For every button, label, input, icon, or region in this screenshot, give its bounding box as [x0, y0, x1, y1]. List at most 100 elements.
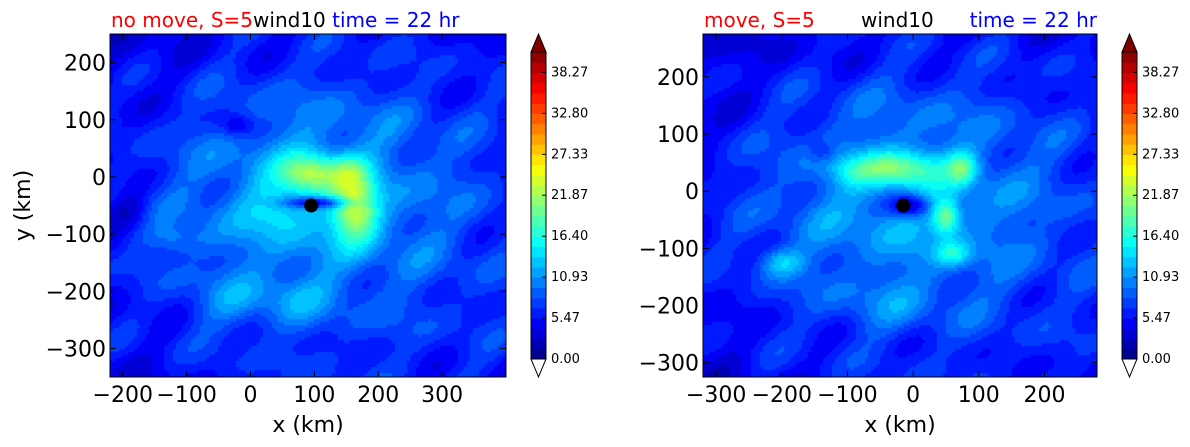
- colorbar-tick-label: 32.80: [1142, 106, 1179, 121]
- colorbar-level: [531, 256, 546, 268]
- colorbar-extend-max: [1121, 32, 1138, 53]
- colorbar-tick-label: 38.27: [551, 65, 588, 80]
- colorbar-level: [531, 72, 546, 84]
- title-variable: wind10: [861, 8, 934, 32]
- colorbar-level: [531, 277, 546, 288]
- x-tick-label: 0: [906, 383, 920, 408]
- colorbar-level: [531, 287, 546, 299]
- colorbar-level: [1122, 297, 1137, 309]
- colorbar-extend-min: [530, 358, 547, 379]
- colorbar-level: [531, 328, 546, 340]
- colorbar-level: [531, 164, 546, 176]
- x-tick-label: −200: [752, 383, 812, 408]
- x-tick-label: 200: [357, 383, 399, 408]
- title-time: time = 22 hr: [326, 8, 460, 32]
- colorbar-level: [1122, 338, 1137, 350]
- colorbar-level: [1122, 318, 1137, 329]
- colorbar-level: [1122, 62, 1137, 74]
- colorbar-tick-label: 38.27: [1142, 65, 1179, 80]
- colorbar-tick-label: 16.40: [551, 229, 588, 244]
- colorbar-level: [531, 297, 546, 309]
- colorbar-level: [531, 225, 546, 237]
- colorbar-tick-label: 0.00: [1142, 352, 1171, 367]
- colorbar-tick-label: 10.93: [1142, 270, 1179, 285]
- colorbar-level: [531, 52, 546, 63]
- colorbar-level: [531, 133, 546, 145]
- colorbar-level: [531, 123, 546, 135]
- colorbar-extend-max: [530, 32, 547, 53]
- colorbar-level: [1122, 225, 1137, 237]
- colorbar-level: [531, 246, 546, 258]
- y-tick-label: 0: [92, 166, 106, 191]
- colorbar-level: [531, 62, 546, 74]
- colorbar-level: [1122, 113, 1137, 125]
- x-axis-label: x (km): [272, 413, 343, 438]
- colorbar-tick-label: 5.47: [551, 311, 580, 326]
- colorbar-level: [1122, 133, 1137, 145]
- y-tick-label: 200: [657, 66, 699, 91]
- colorbar-level: [1122, 92, 1137, 104]
- x-tick-label: −300: [686, 383, 746, 408]
- colorbar-frame: [1121, 51, 1138, 360]
- colorbar-level: [531, 92, 546, 104]
- colorbar-level: [531, 215, 546, 227]
- x-tick-label: 0: [244, 383, 258, 408]
- colorbar-level: [1122, 205, 1137, 217]
- x-tick-label: 200: [1023, 383, 1065, 408]
- colorbar-level: [531, 185, 546, 196]
- x-tick-label: −100: [156, 383, 216, 408]
- colorbar-level: [531, 103, 546, 114]
- colorbar-level: [1122, 246, 1137, 258]
- colorbar-level: [1122, 72, 1137, 84]
- colorbar-level: [1122, 287, 1137, 299]
- x-tick-label: −100: [817, 383, 877, 408]
- colorbar-level: [531, 144, 546, 155]
- storm-center-marker: [896, 198, 911, 213]
- colorbar-level: [1122, 103, 1137, 114]
- colorbar-level: [531, 236, 546, 248]
- colorbar-level: [531, 338, 546, 350]
- x-tick-label: 300: [421, 383, 463, 408]
- chart-title: no move, S=5wind10 time = 22 hr: [111, 8, 460, 32]
- colorbar-level: [1122, 123, 1137, 135]
- colorbar-level: [1122, 256, 1137, 268]
- y-tick-label: 100: [64, 109, 106, 134]
- colorbar-tick-label: 21.87: [1142, 188, 1179, 203]
- x-tick-label: −200: [93, 383, 153, 408]
- chart-title: move, S=5: [704, 8, 815, 32]
- panel-2: −300 −200 −100 0 100 200−300−200−1000100200x …: [639, 8, 1180, 438]
- colorbar-tick-label: 21.87: [551, 188, 588, 203]
- colorbar-level: [1122, 307, 1137, 319]
- storm-center-marker: [304, 198, 319, 213]
- title-case: move, S=5: [704, 8, 815, 32]
- y-tick-label: 0: [685, 180, 699, 205]
- colorbar-level: [1122, 195, 1137, 207]
- y-tick-label: −300: [639, 352, 699, 377]
- colorbar-level: [531, 154, 546, 166]
- y-tick-label: −200: [639, 295, 699, 320]
- colorbar: 0.00 5.47 10.93 16.40 21.87 27.33 32.80 38.27: [530, 32, 588, 379]
- colorbar-level: [1122, 82, 1137, 94]
- colorbar-level: [1122, 164, 1137, 176]
- y-tick-label: −100: [46, 223, 106, 248]
- y-tick-label: −100: [639, 237, 699, 262]
- title-case: no move, S=5: [111, 8, 253, 32]
- colorbar-level: [1122, 174, 1137, 186]
- plot-frame: [109, 33, 507, 378]
- colorbar-tick-label: 0.00: [551, 352, 580, 367]
- x-tick-label: 100: [958, 383, 1000, 408]
- colorbar-frame: [530, 51, 547, 360]
- x-axis-label: x (km): [864, 413, 935, 438]
- y-tick-label: −300: [46, 337, 106, 362]
- y-axis-label: y (km): [11, 170, 36, 241]
- colorbar: 0.00 5.47 10.93 16.40 21.87 27.33 32.80 38.27: [1121, 32, 1179, 379]
- colorbar-level: [1122, 215, 1137, 227]
- colorbar-level: [531, 318, 546, 329]
- colorbar-level: [531, 174, 546, 186]
- colorbar-tick-label: 16.40: [1142, 229, 1179, 244]
- y-tick-label: 100: [657, 123, 699, 148]
- colorbar-tick-label: 32.80: [551, 106, 588, 121]
- colorbar-level: [531, 307, 546, 319]
